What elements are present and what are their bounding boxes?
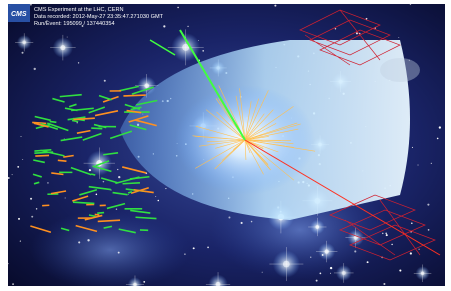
star (22, 52, 24, 54)
info-line: Run/Event: 195099 / 137440354 (34, 21, 115, 27)
star (330, 273, 331, 274)
star (366, 18, 368, 20)
page: {"logo": "CMS", "header": {"lines": ["CM… (0, 0, 451, 291)
star (427, 204, 429, 206)
star (399, 269, 401, 271)
star (410, 252, 412, 254)
star (412, 147, 413, 148)
star (117, 169, 118, 170)
star (12, 283, 14, 285)
tower (110, 90, 122, 92)
star (143, 281, 145, 283)
star (241, 222, 243, 224)
star (417, 164, 418, 165)
star (207, 246, 209, 248)
star (391, 244, 392, 245)
star (155, 196, 156, 197)
star (67, 37, 68, 38)
star (228, 217, 230, 219)
star (386, 234, 388, 236)
star (78, 62, 79, 63)
star (116, 208, 117, 209)
star (65, 198, 66, 199)
star (96, 194, 98, 196)
logo: CMS (11, 11, 27, 18)
star (104, 80, 106, 82)
tower (59, 172, 72, 174)
star (163, 25, 165, 27)
star (398, 37, 399, 38)
star (320, 272, 322, 274)
star (335, 28, 336, 29)
star (262, 272, 263, 273)
star (274, 5, 276, 7)
star (47, 182, 49, 184)
nebula (30, 210, 190, 290)
star (103, 181, 105, 183)
star (87, 239, 89, 241)
event-display-image: CMS CMS Experiment at the LHC, CERN Data… (0, 0, 451, 291)
star (34, 68, 36, 70)
star (177, 7, 178, 8)
star (20, 240, 21, 241)
star (367, 261, 369, 263)
info-line: CMS Experiment at the LHC, CERN (34, 7, 124, 13)
star (31, 216, 33, 218)
star (30, 198, 32, 200)
star (165, 188, 166, 189)
star (18, 218, 20, 220)
star (118, 176, 120, 178)
star (22, 159, 23, 160)
info-line: Data recorded: 2012-May-27 23:35:47.2710… (34, 14, 164, 20)
image-content: CMS CMS Experiment at the LHC, CERN Data… (7, 3, 445, 291)
star (437, 138, 439, 140)
star (12, 174, 13, 175)
star (17, 166, 19, 168)
star (385, 233, 387, 235)
star (354, 250, 356, 252)
star (310, 257, 311, 258)
star (439, 126, 441, 128)
star (316, 280, 318, 282)
star (8, 177, 10, 179)
star (410, 4, 411, 5)
star (187, 26, 188, 27)
hit-cluster (380, 58, 420, 82)
star (431, 163, 432, 164)
star (158, 200, 160, 202)
star (128, 194, 129, 195)
star (383, 283, 385, 285)
star (20, 136, 21, 137)
star (89, 169, 91, 171)
star (30, 3, 32, 5)
star (118, 252, 120, 254)
star (251, 221, 253, 223)
star (330, 267, 332, 269)
star (418, 249, 419, 250)
star (428, 229, 430, 231)
tower (100, 205, 106, 207)
star (184, 253, 185, 254)
star (7, 263, 8, 264)
star (202, 50, 204, 52)
star (382, 233, 384, 235)
star (36, 208, 37, 209)
star (193, 247, 195, 249)
star (322, 254, 324, 256)
tower (125, 208, 143, 210)
star (198, 40, 199, 41)
star (411, 222, 412, 223)
star (78, 241, 80, 243)
